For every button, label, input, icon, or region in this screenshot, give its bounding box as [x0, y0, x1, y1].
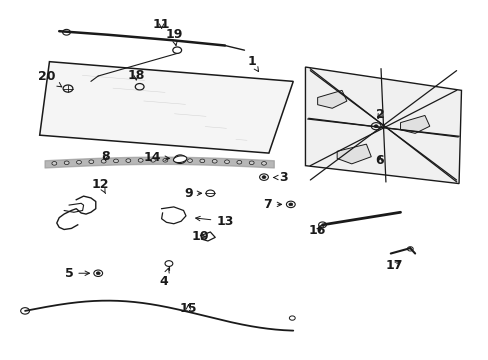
Circle shape [89, 160, 94, 163]
Text: 13: 13 [195, 215, 233, 228]
Circle shape [113, 159, 118, 163]
Circle shape [212, 159, 217, 163]
Text: 1: 1 [247, 55, 258, 72]
Text: 14: 14 [143, 151, 169, 164]
Circle shape [261, 162, 266, 165]
Circle shape [101, 159, 106, 163]
Circle shape [224, 160, 229, 163]
Circle shape [200, 159, 204, 163]
Text: 20: 20 [38, 70, 61, 87]
Circle shape [373, 125, 377, 128]
Polygon shape [336, 144, 370, 164]
Polygon shape [305, 67, 461, 184]
Text: 5: 5 [64, 267, 89, 280]
Circle shape [288, 203, 292, 206]
Text: 11: 11 [153, 18, 170, 31]
Circle shape [125, 159, 130, 162]
Circle shape [64, 161, 69, 165]
Text: 10: 10 [191, 230, 209, 243]
Circle shape [174, 155, 185, 163]
Text: 18: 18 [127, 69, 144, 82]
Circle shape [262, 176, 265, 179]
Polygon shape [317, 90, 346, 108]
Circle shape [249, 161, 254, 165]
Text: 3: 3 [273, 171, 287, 184]
Ellipse shape [173, 156, 186, 163]
Text: 4: 4 [160, 268, 169, 288]
Text: 17: 17 [385, 259, 403, 272]
Circle shape [96, 272, 100, 275]
Polygon shape [40, 62, 293, 153]
Circle shape [52, 162, 57, 165]
Text: 16: 16 [308, 224, 325, 238]
Text: 6: 6 [375, 154, 384, 167]
Circle shape [175, 159, 180, 162]
Polygon shape [400, 116, 429, 134]
Circle shape [150, 158, 155, 162]
Circle shape [236, 161, 241, 164]
Text: 8: 8 [101, 150, 110, 163]
Text: 12: 12 [92, 178, 109, 194]
Text: 19: 19 [165, 28, 182, 45]
Text: 2: 2 [375, 108, 384, 121]
Circle shape [77, 161, 81, 164]
Text: 9: 9 [184, 187, 201, 200]
Text: 7: 7 [263, 198, 281, 211]
Text: 15: 15 [179, 302, 197, 315]
Circle shape [163, 158, 167, 162]
Circle shape [187, 159, 192, 162]
Circle shape [138, 159, 143, 162]
